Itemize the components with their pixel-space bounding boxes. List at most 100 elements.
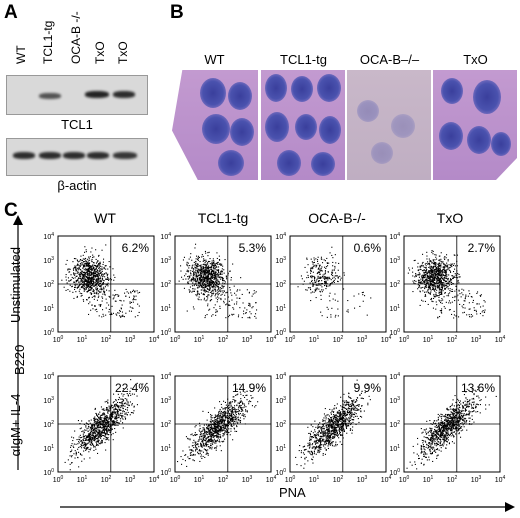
cell-dot [91, 437, 93, 439]
cell-dot [240, 407, 242, 409]
cell-dot [445, 272, 447, 274]
cell-dot [207, 446, 209, 448]
cell-dot [200, 433, 202, 435]
cell-dot [209, 435, 211, 437]
cell-dot [438, 264, 440, 266]
cell-dot [434, 265, 436, 267]
cell-dot [194, 426, 196, 428]
cell-dot [113, 421, 115, 423]
cell-dot [209, 267, 211, 269]
cell-dot [203, 294, 205, 296]
cell-dot [82, 277, 84, 279]
cell-dot [216, 440, 218, 442]
cell-dot [207, 426, 209, 428]
cell-dot [65, 263, 67, 265]
cell-dot [438, 273, 440, 275]
cell-dot [242, 389, 244, 391]
cell-dot [244, 307, 246, 309]
cell-dot [193, 454, 195, 456]
cell-dot [478, 303, 480, 305]
cell-dot [343, 274, 345, 276]
cell-dot [96, 265, 98, 267]
cell-dot [435, 287, 437, 289]
cell-dot [213, 269, 215, 271]
cell-dot [92, 437, 94, 439]
cell-dot [91, 426, 93, 428]
x-tick-exponent: 1 [202, 335, 205, 341]
cell-dot [237, 316, 239, 318]
cell-dot [89, 265, 91, 267]
cell-dot [338, 262, 340, 264]
cell-dot [219, 259, 221, 261]
cell-dot [72, 261, 74, 263]
cell-dot [334, 299, 336, 301]
cell-dot [444, 265, 446, 267]
cell-dot [239, 289, 241, 291]
cell-dot [124, 405, 126, 407]
x-tick-label: 101 [77, 475, 88, 484]
cell-dot [87, 446, 89, 448]
cell-dot [87, 290, 89, 292]
cell-dot [122, 415, 124, 417]
cell-dot [80, 259, 82, 261]
cell-dot [183, 287, 185, 289]
cell-dot [96, 288, 98, 290]
cell-dot [473, 309, 475, 311]
cell-dot [77, 271, 79, 273]
cell-dot [209, 438, 211, 440]
cell-dot [413, 282, 415, 284]
cell-dot [105, 419, 107, 421]
panel-b-letter: B [170, 2, 184, 23]
cell-dot [84, 265, 86, 267]
cell-dot [202, 445, 204, 447]
cell-dot [91, 268, 93, 270]
cell-dot [81, 285, 83, 287]
cell-dot [222, 292, 224, 294]
cell-dot [84, 277, 86, 279]
cell-dot [96, 311, 98, 313]
cell-dot [470, 296, 472, 298]
cell-dot [80, 437, 82, 439]
cell-dot [102, 275, 104, 277]
cell-dot [428, 270, 430, 272]
cell-dot [453, 314, 455, 316]
cell-dot [216, 284, 218, 286]
cell-dot [86, 269, 88, 271]
cell-dot [207, 278, 209, 280]
cell-dot [94, 421, 96, 423]
cell-dot [202, 268, 204, 270]
cell-dot [107, 434, 109, 436]
cell-dot [217, 421, 219, 423]
cell-dot [217, 275, 219, 277]
cell-dot [106, 436, 108, 438]
cell-dot [90, 282, 92, 284]
cell-dot [119, 412, 121, 414]
cell-dot [214, 439, 216, 441]
cell-dot [78, 438, 80, 440]
cell-dot [208, 427, 210, 429]
cell-dot [216, 285, 218, 287]
cell-dot [204, 250, 206, 252]
cell-dot [200, 289, 202, 291]
cell-dot [197, 274, 199, 276]
cell-dot [231, 418, 233, 420]
cell-dot [224, 401, 226, 403]
blot-band [85, 91, 109, 98]
cell-dot [217, 432, 219, 434]
cell-dot [214, 428, 216, 430]
cell-dot [90, 268, 92, 270]
cell-dot [78, 466, 80, 468]
cell-dot [108, 429, 110, 431]
cell-dot [214, 424, 216, 426]
cell-dot [240, 408, 242, 410]
cell-dot [109, 407, 111, 409]
cell-dot [472, 315, 474, 317]
cell-dot [203, 278, 205, 280]
cell-dot [195, 441, 197, 443]
cell-dot [99, 416, 101, 418]
cell-dot [421, 264, 423, 266]
cell-dot [195, 263, 197, 265]
cell-dot [210, 284, 212, 286]
cell-dot [214, 420, 216, 422]
cell-dot [194, 444, 196, 446]
